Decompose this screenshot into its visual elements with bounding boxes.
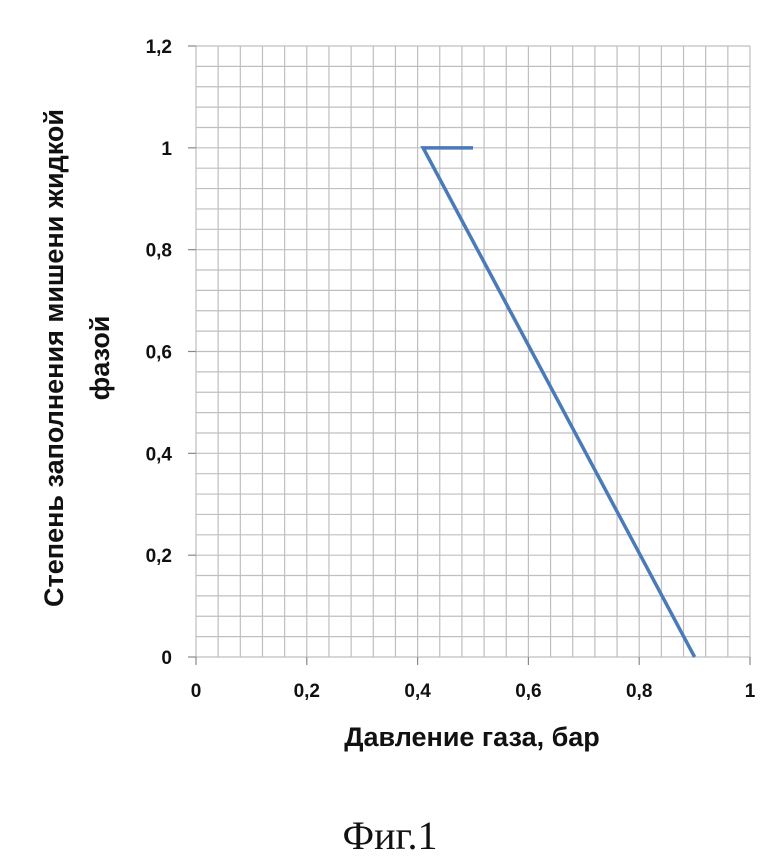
figure-caption: Фиг.1 [0,812,780,859]
y-axis-ticks: 0 0,2 0,4 0,6 0,8 1 1,2 [146,37,196,669]
x-tick-label: 0,4 [404,681,431,702]
chart: 0 0,2 0,4 0,6 0,8 1 0 0,2 0,4 0,6 0,8 1 1,2 Давлени… [0,0,780,800]
y-axis-title-line-2: фазой [85,316,115,401]
y-tick-label: 0 [161,648,172,669]
x-axis-title: Давление газа, бар [344,722,600,752]
y-tick-label: 0,4 [146,444,173,465]
x-tick-label: 1 [745,681,756,702]
y-tick-label: 1,2 [146,37,172,58]
y-tick-label: 0,2 [146,546,172,567]
x-tick-label: 0,8 [626,681,652,702]
y-tick-label: 0,8 [146,241,172,262]
x-tick-label: 0 [191,681,202,702]
chart-series [423,148,694,657]
y-tick-label: 1 [161,139,172,160]
x-axis-ticks: 0 0,2 0,4 0,6 0,8 1 [191,657,756,702]
y-tick-label: 0,6 [146,343,172,364]
x-tick-label: 0,6 [515,681,541,702]
series-line [423,148,694,657]
x-tick-label: 0,2 [294,681,320,702]
y-axis-title-line-1: Степень заполнения мишени жидкой [39,109,69,607]
chart-grid [196,46,750,657]
